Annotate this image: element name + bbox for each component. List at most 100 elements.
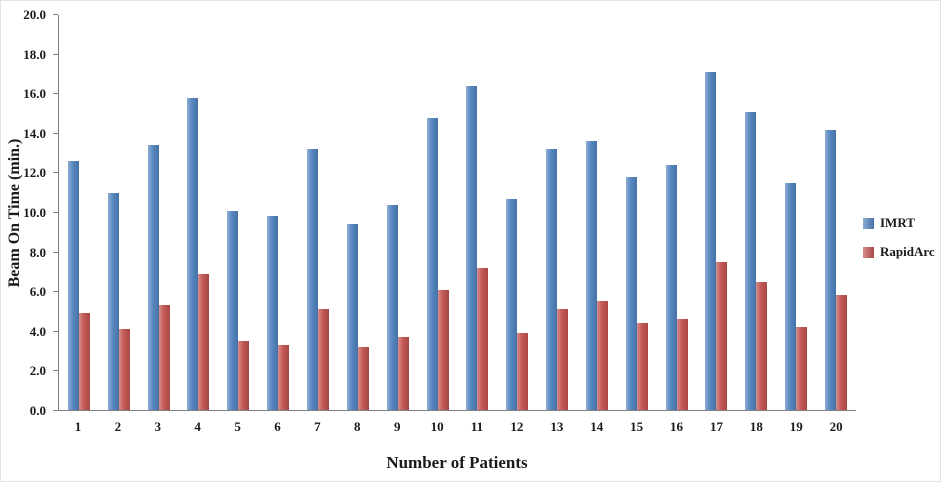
y-tick-label: 18.0 [23, 46, 46, 62]
bar-group-patient-4 [179, 15, 219, 410]
legend-item-rapidarc: RapidArc [863, 244, 935, 260]
x-axis-title: Number of Patients [386, 453, 528, 472]
bar-group-patient-20 [816, 15, 856, 410]
x-tick-label-5: 5 [234, 419, 241, 434]
legend-label-imrt: IMRT [880, 215, 915, 230]
y-tick-label: 20.0 [23, 7, 46, 22]
bar-imrt-patient-5 [227, 210, 239, 410]
y-tick-mark [53, 251, 58, 253]
bar-group-patient-13 [537, 15, 577, 410]
bar-imrt-patient-9 [386, 204, 398, 410]
bar-imrt-patient-15 [625, 176, 637, 410]
x-tick-label-4: 4 [194, 419, 201, 434]
legend-swatch-imrt [863, 217, 874, 229]
bar-imrt-patient-19 [785, 182, 797, 410]
bar-group-patient-6 [258, 15, 298, 410]
bar-imrt-patient-3 [147, 145, 159, 410]
legend-item-imrt: IMRT [863, 215, 935, 231]
y-tick-mark [53, 212, 58, 213]
bar-rapidarc-patient-9 [397, 336, 409, 410]
bar-rapidarc-patient-3 [158, 305, 170, 410]
bar-rapidarc-patient-14 [596, 301, 608, 410]
bar-imrt-patient-11 [466, 86, 478, 410]
x-tick-label-9: 9 [393, 419, 401, 434]
bar-rapidarc-patient-4 [198, 273, 210, 410]
bar-imrt-patient-10 [426, 117, 438, 410]
bar-rapidarc-patient-6 [278, 344, 290, 410]
bar-group-patient-2 [99, 15, 139, 410]
x-tick-label-20: 20 [829, 419, 843, 434]
x-tick-label-1: 1 [74, 419, 82, 434]
bar-group-patient-5 [218, 15, 258, 410]
x-tick-label-10: 10 [430, 419, 444, 434]
bar-group-patient-19 [776, 15, 816, 410]
x-tick-label-13: 13 [550, 419, 564, 434]
bar-group-patient-14 [577, 15, 617, 410]
bar-group-patient-16 [657, 15, 697, 410]
bar-rapidarc-patient-5 [238, 340, 250, 410]
bar-rapidarc-patient-7 [317, 309, 329, 410]
bar-rapidarc-patient-8 [357, 346, 369, 410]
y-tick-label: 12.0 [23, 165, 46, 181]
x-tick-label-16: 16 [670, 419, 684, 434]
legend-label-rapidarc: RapidArc [880, 244, 935, 259]
bar-group-patient-9 [378, 15, 418, 410]
y-tick-mark [53, 291, 58, 293]
bar-imrt-patient-17 [705, 72, 717, 410]
bar-group-patient-18 [736, 15, 776, 410]
bar-group-patient-15 [617, 15, 657, 410]
bar-group-patient-17 [697, 15, 737, 410]
y-axis: 0.0 2.0 4.0 6.0 8.0 10.0 12.0 14.0 16.0 18.0 20.0 [1, 7, 58, 418]
bar-imrt-patient-13 [546, 149, 558, 410]
bar-imrt-patient-20 [824, 129, 836, 410]
x-tick-label-8: 8 [354, 419, 361, 434]
bar-rapidarc-patient-2 [118, 329, 130, 410]
y-tick-label: 4.0 [29, 323, 46, 339]
bar-imrt-patient-2 [107, 192, 119, 410]
x-tick-label-17: 17 [709, 419, 723, 434]
x-tick-label-12: 12 [510, 419, 524, 434]
x-tick-label-19: 19 [789, 419, 803, 434]
bar-imrt-patient-14 [585, 141, 597, 410]
bar-rapidarc-patient-10 [437, 289, 449, 410]
bar-group-patient-8 [338, 15, 378, 410]
x-tick-label-7: 7 [314, 419, 321, 434]
bar-rapidarc-patient-18 [756, 281, 768, 410]
bar-imrt-patient-8 [346, 224, 358, 410]
y-tick-label: 2.0 [29, 363, 46, 379]
x-tick-label-3: 3 [154, 419, 162, 434]
y-tick-label: 8.0 [29, 244, 46, 260]
y-tick-mark [53, 172, 58, 174]
bar-imrt-patient-4 [187, 97, 199, 410]
y-tick-mark [53, 370, 58, 372]
legend: IMRT RapidArc [863, 215, 935, 260]
bar-group-patient-7 [298, 15, 338, 410]
bar-rapidarc-patient-12 [517, 332, 529, 410]
bar-group-patient-12 [497, 15, 537, 410]
y-tick-mark [53, 132, 58, 134]
bar-imrt-patient-16 [665, 165, 677, 410]
y-tick-label: 14.0 [23, 125, 46, 141]
y-tick-mark [53, 53, 58, 55]
bar-rapidarc-patient-20 [835, 295, 847, 410]
bar-imrt-patient-6 [267, 216, 279, 410]
y-tick-mark [53, 14, 58, 15]
x-tick-label-6: 6 [274, 419, 281, 434]
bar-rapidarc-patient-15 [636, 323, 648, 410]
x-axis-tick-labels: 1 2 3 4 5 6 7 8 9 10 11 12 13 14 15 16 17 18 19 20 [58, 419, 856, 435]
legend-swatch-rapidarc [863, 246, 874, 258]
y-tick-mark [53, 93, 58, 95]
bar-rapidarc-patient-16 [676, 319, 688, 410]
x-tick-label-11: 11 [470, 419, 484, 434]
y-tick-mark [53, 330, 58, 332]
bar-group-patient-1 [59, 15, 99, 410]
y-tick-label: 0.0 [29, 403, 46, 418]
y-tick-mark [53, 410, 58, 411]
x-tick-label-18: 18 [749, 419, 763, 434]
bar-imrt-patient-7 [306, 149, 318, 410]
bar-rapidarc-patient-11 [477, 267, 489, 410]
x-tick-label-14: 14 [590, 419, 604, 434]
x-tick-label-2: 2 [114, 419, 122, 434]
bar-group-patient-3 [139, 15, 179, 410]
